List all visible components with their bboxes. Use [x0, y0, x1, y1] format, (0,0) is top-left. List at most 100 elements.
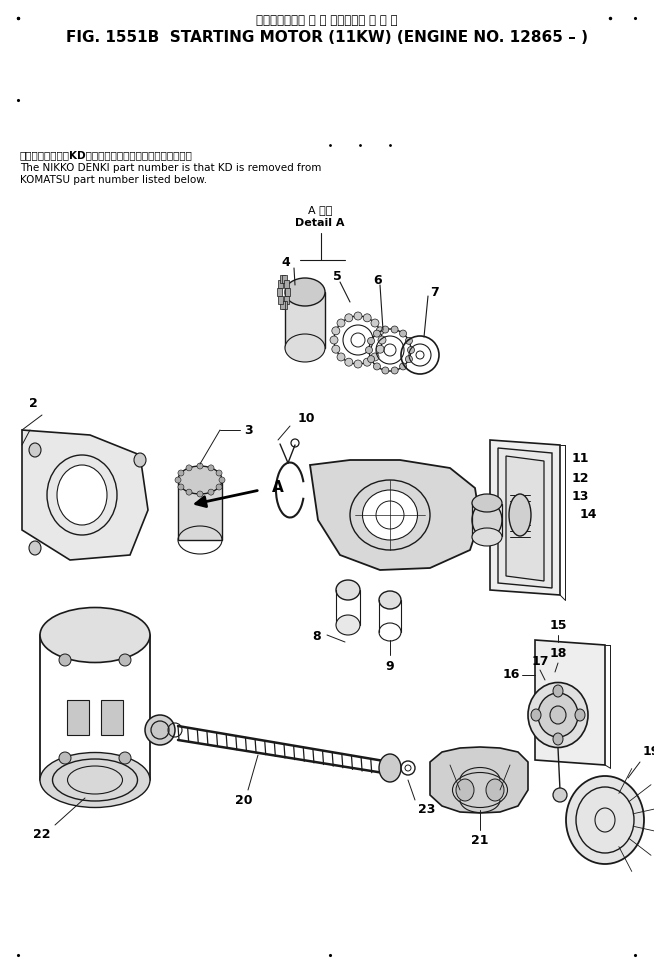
Text: 11: 11: [572, 452, 589, 465]
Ellipse shape: [151, 721, 169, 739]
Ellipse shape: [407, 347, 415, 354]
Ellipse shape: [186, 465, 192, 470]
Ellipse shape: [472, 502, 502, 538]
Ellipse shape: [382, 326, 388, 333]
Ellipse shape: [400, 363, 407, 370]
Ellipse shape: [553, 788, 567, 802]
Ellipse shape: [354, 360, 362, 368]
Ellipse shape: [382, 367, 389, 374]
Ellipse shape: [178, 484, 184, 490]
Ellipse shape: [208, 465, 214, 470]
Bar: [283, 275, 287, 282]
Text: 8: 8: [313, 629, 321, 643]
Ellipse shape: [219, 477, 225, 483]
Ellipse shape: [373, 330, 381, 337]
Bar: [284, 296, 289, 304]
Polygon shape: [310, 460, 480, 570]
Ellipse shape: [486, 779, 504, 801]
Ellipse shape: [345, 314, 353, 321]
Ellipse shape: [332, 345, 340, 354]
Ellipse shape: [379, 754, 401, 782]
Ellipse shape: [363, 314, 371, 321]
Text: スターティング モ ー タ　　　適 用 号 機: スターティング モ ー タ 適 用 号 機: [256, 14, 398, 27]
Ellipse shape: [337, 353, 345, 361]
Text: 22: 22: [33, 828, 51, 841]
Ellipse shape: [337, 319, 345, 327]
Bar: [277, 288, 282, 296]
Bar: [285, 292, 325, 348]
Ellipse shape: [538, 693, 578, 737]
Ellipse shape: [119, 752, 131, 764]
Ellipse shape: [336, 615, 360, 635]
Ellipse shape: [330, 336, 338, 344]
Ellipse shape: [553, 685, 563, 697]
Text: 21: 21: [472, 834, 489, 847]
Text: 10: 10: [298, 411, 315, 425]
Text: 19: 19: [643, 745, 654, 758]
Ellipse shape: [553, 733, 563, 745]
Text: 13: 13: [572, 490, 589, 503]
Ellipse shape: [509, 494, 531, 536]
Polygon shape: [430, 747, 528, 813]
Text: The NIKKO DENKI part number is that KD is removed from: The NIKKO DENKI part number is that KD i…: [20, 163, 321, 173]
Ellipse shape: [134, 453, 146, 467]
Ellipse shape: [391, 326, 398, 333]
Ellipse shape: [186, 489, 192, 495]
Ellipse shape: [345, 358, 353, 366]
Bar: [284, 280, 289, 287]
Ellipse shape: [59, 654, 71, 666]
Ellipse shape: [197, 463, 203, 469]
Text: A 詳細: A 詳細: [308, 205, 332, 215]
Bar: [278, 280, 283, 287]
Ellipse shape: [405, 337, 413, 345]
Ellipse shape: [178, 466, 222, 494]
Ellipse shape: [368, 356, 375, 362]
Ellipse shape: [472, 528, 502, 546]
Ellipse shape: [373, 363, 381, 370]
Text: KOMATSU part number listed below.: KOMATSU part number listed below.: [20, 175, 207, 185]
Ellipse shape: [354, 312, 362, 320]
Ellipse shape: [378, 336, 386, 344]
Ellipse shape: [332, 327, 340, 335]
Ellipse shape: [175, 477, 181, 483]
Bar: [178, 480, 222, 540]
Text: A: A: [272, 480, 284, 496]
Text: 14: 14: [580, 508, 598, 521]
Ellipse shape: [366, 347, 373, 354]
Text: 5: 5: [333, 271, 341, 283]
Ellipse shape: [119, 654, 131, 666]
Bar: [285, 288, 290, 296]
Text: 16: 16: [503, 668, 520, 682]
Text: 20: 20: [235, 794, 252, 807]
Ellipse shape: [145, 715, 175, 745]
Polygon shape: [498, 448, 552, 588]
Ellipse shape: [575, 709, 585, 721]
Ellipse shape: [363, 358, 371, 366]
Bar: [283, 301, 287, 310]
Ellipse shape: [336, 580, 360, 600]
Ellipse shape: [371, 319, 379, 327]
Polygon shape: [506, 456, 544, 581]
Bar: [278, 296, 283, 304]
Text: 23: 23: [418, 803, 436, 816]
Ellipse shape: [40, 753, 150, 807]
Text: 17: 17: [531, 655, 549, 668]
Ellipse shape: [216, 470, 222, 476]
Ellipse shape: [566, 776, 644, 864]
Ellipse shape: [368, 337, 375, 345]
Polygon shape: [22, 430, 148, 560]
Text: 3: 3: [244, 424, 252, 436]
Ellipse shape: [528, 683, 588, 747]
Text: 9: 9: [386, 660, 394, 673]
Ellipse shape: [405, 356, 413, 362]
Text: 品番のメーカ記号KDを除いたものが日興電機の品番です。: 品番のメーカ記号KDを除いたものが日興電機の品番です。: [20, 150, 193, 160]
Ellipse shape: [216, 484, 222, 490]
Polygon shape: [535, 640, 605, 765]
Bar: [280, 301, 284, 310]
Ellipse shape: [29, 541, 41, 555]
Text: 15: 15: [549, 619, 567, 632]
Text: 7: 7: [430, 285, 439, 298]
Ellipse shape: [456, 779, 474, 801]
Ellipse shape: [391, 367, 398, 374]
Ellipse shape: [376, 345, 384, 354]
